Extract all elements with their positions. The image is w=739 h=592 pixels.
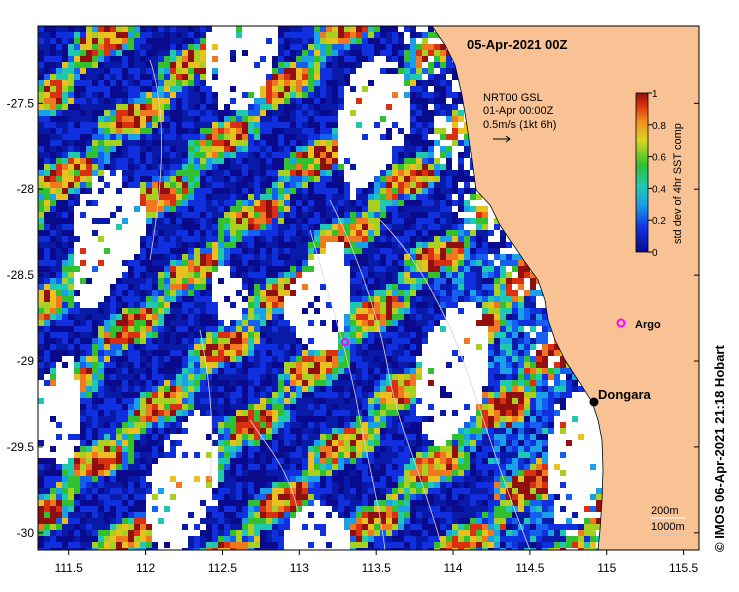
sst-std-dev-field <box>38 26 608 550</box>
lat-tick-label: -29.5 <box>7 440 35 454</box>
map-title: 05-Apr-2021 00Z <box>467 37 567 52</box>
land-australia <box>431 26 699 550</box>
lat-tick-label: -28 <box>17 182 35 196</box>
current-legend-model: NRT00 GSL <box>483 92 543 104</box>
lat-tick-label: -28.5 <box>7 268 35 282</box>
lon-tick-label: 115.5 <box>669 561 698 575</box>
dongara-label: Dongara <box>598 387 652 402</box>
lon-tick-label: 112 <box>136 561 155 575</box>
colorbar-tick-label: 0.8 <box>652 121 666 132</box>
colorbar-ramp <box>635 92 649 253</box>
lon-tick-label: 115 <box>597 561 616 575</box>
latitude-axis: -27.5 -28 -28.5 -29 -29.5 -30 <box>7 96 699 540</box>
lon-tick-label: 113.5 <box>362 561 391 575</box>
argo-float-icon-offshore <box>341 338 349 346</box>
lat-tick-label: -29 <box>17 354 35 368</box>
lon-tick-label: 111.5 <box>55 561 84 575</box>
colorbar-tick-label: 0.6 <box>652 153 666 164</box>
lon-tick-label: 114 <box>443 561 462 575</box>
current-legend-scale: 0.5m/s (1kt 6h) <box>483 119 556 131</box>
depth-200m-label: 200m <box>651 505 679 517</box>
depth-scale-legend: 200m 1000m <box>651 505 686 536</box>
lon-tick-label: 113 <box>290 561 309 575</box>
argo-float-icon <box>616 318 626 328</box>
lat-tick-label: -30 <box>17 526 35 540</box>
dongara-marker: Dongara <box>589 387 652 407</box>
lat-tick-label: -27.5 <box>7 96 35 110</box>
colorbar-tick-label: 1 <box>652 89 658 100</box>
depth-1000m-label: 1000m <box>651 521 685 533</box>
lon-tick-label: 112.5 <box>208 561 237 575</box>
argo-label: Argo <box>635 319 661 331</box>
lon-tick-label: 114.5 <box>515 561 544 575</box>
colorbar-tick-label: 0 <box>652 248 658 259</box>
imos-credit: © IMOS 06-Apr-2021 21:18 Hobart <box>712 345 727 552</box>
plot-frame <box>37 25 700 551</box>
colorbar-label: std dev of 4hr SST comp <box>672 123 684 244</box>
argo-marker: Argo <box>616 318 661 331</box>
town-dot-icon <box>589 397 599 407</box>
colorbar-tick-label: 0.2 <box>652 216 666 227</box>
colorbar-tick-label: 0.4 <box>652 184 666 195</box>
colorbar: 1 0.8 0.6 0.4 0.2 0 std dev of 4hr SST comp <box>635 89 684 259</box>
longitude-axis: 111.5 112 112.5 113 113.5 114 114.5 115 115.5 <box>55 550 699 575</box>
bathymetry-contours <box>149 59 531 550</box>
colorbar-ticks: 1 0.8 0.6 0.4 0.2 0 <box>648 89 666 259</box>
current-arrow-icon <box>493 135 511 143</box>
current-legend-time: 01-Apr 00:00Z <box>483 105 554 117</box>
current-legend: NRT00 GSL 01-Apr 00:00Z 0.5m/s (1kt 6h) <box>483 92 556 143</box>
